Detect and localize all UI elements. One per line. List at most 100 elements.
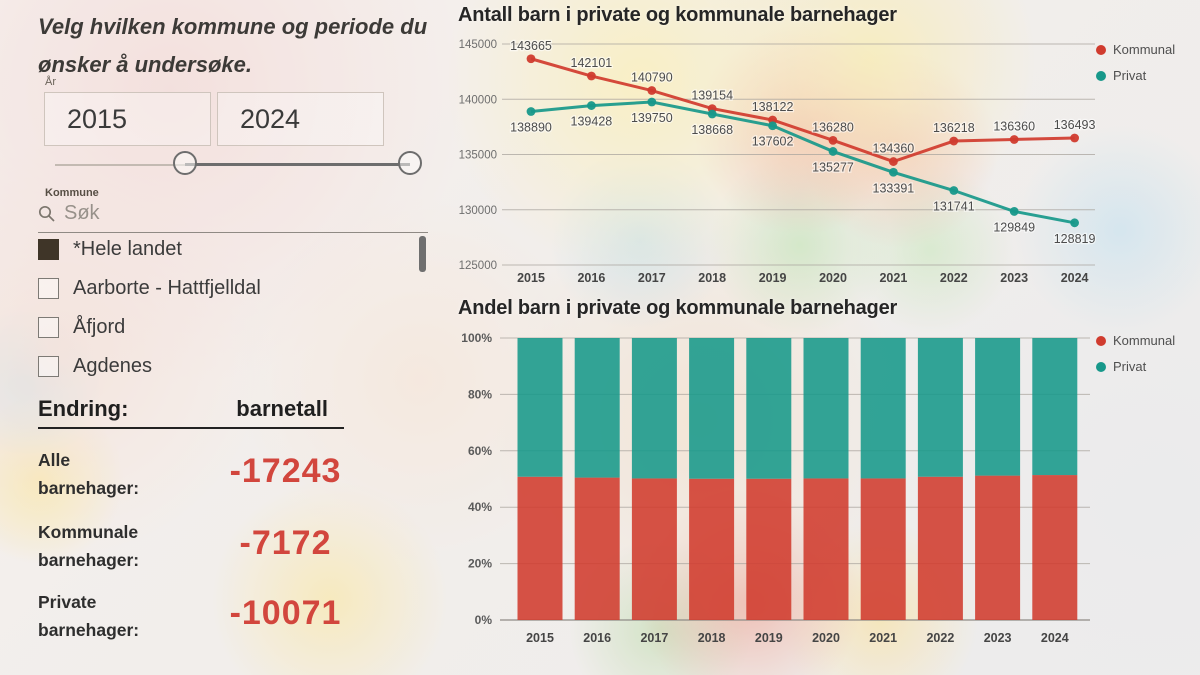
x-axis-tick: 2022 bbox=[926, 631, 954, 645]
bar-segment-privat[interactable] bbox=[631, 338, 677, 479]
stat-label: Private barnehager: bbox=[38, 592, 140, 640]
endring-heading-right: barnetall bbox=[236, 396, 328, 421]
legend-item[interactable]: Privat bbox=[1096, 68, 1175, 83]
checkbox-icon[interactable] bbox=[38, 278, 59, 299]
kommune-option[interactable]: Åfjord bbox=[38, 315, 413, 340]
x-axis-tick: 2019 bbox=[755, 631, 783, 645]
slider-thumb-right[interactable] bbox=[398, 151, 422, 175]
data-label: 142101 bbox=[571, 56, 613, 70]
y-axis-tick: 145000 bbox=[459, 39, 497, 51]
bar-chart-title: Andel barn i private og kommunale barneh… bbox=[458, 297, 898, 319]
data-point[interactable] bbox=[1009, 135, 1019, 144]
data-point[interactable] bbox=[889, 167, 898, 177]
x-axis-tick: 2018 bbox=[698, 271, 726, 285]
slider-track-unselected[interactable] bbox=[55, 164, 185, 166]
kommune-option[interactable]: *Hele landet bbox=[38, 237, 413, 262]
series-line-kommunal[interactable] bbox=[530, 57, 1075, 164]
bar-segment-kommunal[interactable] bbox=[746, 478, 792, 620]
kommune-option[interactable]: Agdenes bbox=[38, 354, 413, 379]
kommune-search-input[interactable]: Søk bbox=[38, 202, 428, 233]
bar-segment-kommunal[interactable] bbox=[1032, 475, 1078, 620]
data-label: 138122 bbox=[752, 100, 794, 114]
series-line-privat[interactable] bbox=[530, 100, 1075, 225]
checkbox-icon[interactable] bbox=[38, 239, 59, 260]
bar-segment-privat[interactable] bbox=[689, 338, 735, 479]
bar-segment-privat[interactable] bbox=[574, 338, 620, 478]
bar-chart[interactable]: 0% 20% 40% 60% 80% 100% 2015 2016 2017 2018 2019 20… bbox=[440, 323, 1200, 675]
data-point[interactable] bbox=[1070, 218, 1079, 228]
data-label: 133391 bbox=[873, 181, 915, 195]
data-point[interactable] bbox=[707, 109, 717, 119]
data-label: 136280 bbox=[812, 120, 854, 134]
y-axis-tick: 130000 bbox=[459, 205, 497, 217]
bar-segment-privat[interactable] bbox=[975, 338, 1021, 476]
data-point[interactable] bbox=[526, 107, 536, 116]
data-point[interactable] bbox=[647, 97, 657, 107]
stat-row: Private barnehager: -10071 bbox=[38, 588, 378, 644]
data-point[interactable] bbox=[526, 54, 536, 64]
data-point[interactable] bbox=[828, 147, 838, 156]
bar-segment-kommunal[interactable] bbox=[631, 478, 677, 620]
data-label: 140790 bbox=[631, 71, 673, 85]
data-point[interactable] bbox=[889, 157, 898, 166]
year-range-slider[interactable] bbox=[38, 150, 428, 180]
kommune-filter-label: Kommune bbox=[45, 187, 99, 199]
y-axis-tick: 0% bbox=[475, 613, 493, 627]
year-from-input[interactable]: 2015 bbox=[44, 92, 211, 146]
bar-segment-kommunal[interactable] bbox=[803, 478, 849, 620]
data-label: 138890 bbox=[510, 121, 552, 135]
legend-label: Kommunal bbox=[1113, 42, 1176, 57]
x-axis-tick: 2020 bbox=[812, 631, 840, 645]
data-point[interactable] bbox=[768, 121, 777, 131]
bar-segment-kommunal[interactable] bbox=[917, 476, 963, 620]
data-label: 139750 bbox=[631, 111, 673, 125]
y-axis-tick: 135000 bbox=[459, 150, 497, 162]
bar-segment-privat[interactable] bbox=[917, 338, 963, 477]
x-axis-tick: 2022 bbox=[940, 271, 968, 285]
y-axis-tick: 20% bbox=[468, 557, 492, 571]
legend-item[interactable]: Kommunal bbox=[1096, 42, 1175, 57]
bar-segment-privat[interactable] bbox=[517, 338, 563, 477]
y-axis-tick: 40% bbox=[468, 500, 492, 514]
line-chart[interactable]: 145000 140000 135000 130000 125000 2015 2016 20… bbox=[440, 30, 1200, 292]
data-label: 138668 bbox=[691, 123, 733, 137]
bar-segment-privat[interactable] bbox=[1032, 338, 1078, 476]
slider-thumb-left[interactable] bbox=[173, 151, 197, 175]
legend-label: Privat bbox=[1113, 68, 1147, 83]
data-point[interactable] bbox=[647, 86, 657, 95]
stat-value: -7172 bbox=[239, 524, 332, 562]
scrollbar-thumb[interactable] bbox=[419, 236, 426, 272]
slider-track-selected[interactable] bbox=[185, 163, 410, 166]
bar-segment-privat[interactable] bbox=[860, 338, 906, 479]
bar-segment-kommunal[interactable] bbox=[689, 478, 735, 620]
data-label: 137602 bbox=[752, 135, 794, 149]
kommune-option[interactable]: Aarborte - Hattfjelldal bbox=[38, 276, 413, 301]
y-axis-tick: 140000 bbox=[459, 94, 497, 106]
stat-row: Alle barnehager: -17243 bbox=[38, 446, 378, 502]
x-axis-tick: 2023 bbox=[984, 631, 1012, 645]
data-point[interactable] bbox=[949, 136, 959, 146]
year-to-input[interactable]: 2024 bbox=[217, 92, 384, 146]
bar-segment-kommunal[interactable] bbox=[517, 476, 563, 620]
data-point[interactable] bbox=[1009, 207, 1019, 216]
x-axis-tick: 2024 bbox=[1061, 271, 1089, 285]
data-label: 134360 bbox=[873, 142, 915, 156]
bar-segment-kommunal[interactable] bbox=[860, 478, 906, 620]
data-point[interactable] bbox=[828, 135, 838, 145]
data-point[interactable] bbox=[949, 186, 959, 195]
bar-segment-kommunal[interactable] bbox=[975, 475, 1021, 620]
data-point[interactable] bbox=[1070, 133, 1079, 143]
checkbox-icon[interactable] bbox=[38, 317, 59, 338]
x-axis-tick: 2016 bbox=[577, 271, 605, 285]
data-point[interactable] bbox=[587, 71, 596, 81]
x-axis-tick: 2021 bbox=[879, 271, 907, 285]
x-axis-tick: 2017 bbox=[640, 631, 668, 645]
bar-segment-kommunal[interactable] bbox=[574, 477, 620, 620]
data-point[interactable] bbox=[587, 101, 596, 110]
checkbox-icon[interactable] bbox=[38, 356, 59, 377]
legend-item[interactable]: Kommunal bbox=[1096, 333, 1175, 348]
bar-segment-privat[interactable] bbox=[803, 338, 849, 479]
legend-dot-icon bbox=[1096, 361, 1106, 372]
bar-segment-privat[interactable] bbox=[746, 338, 792, 479]
legend-item[interactable]: Privat bbox=[1096, 359, 1175, 374]
